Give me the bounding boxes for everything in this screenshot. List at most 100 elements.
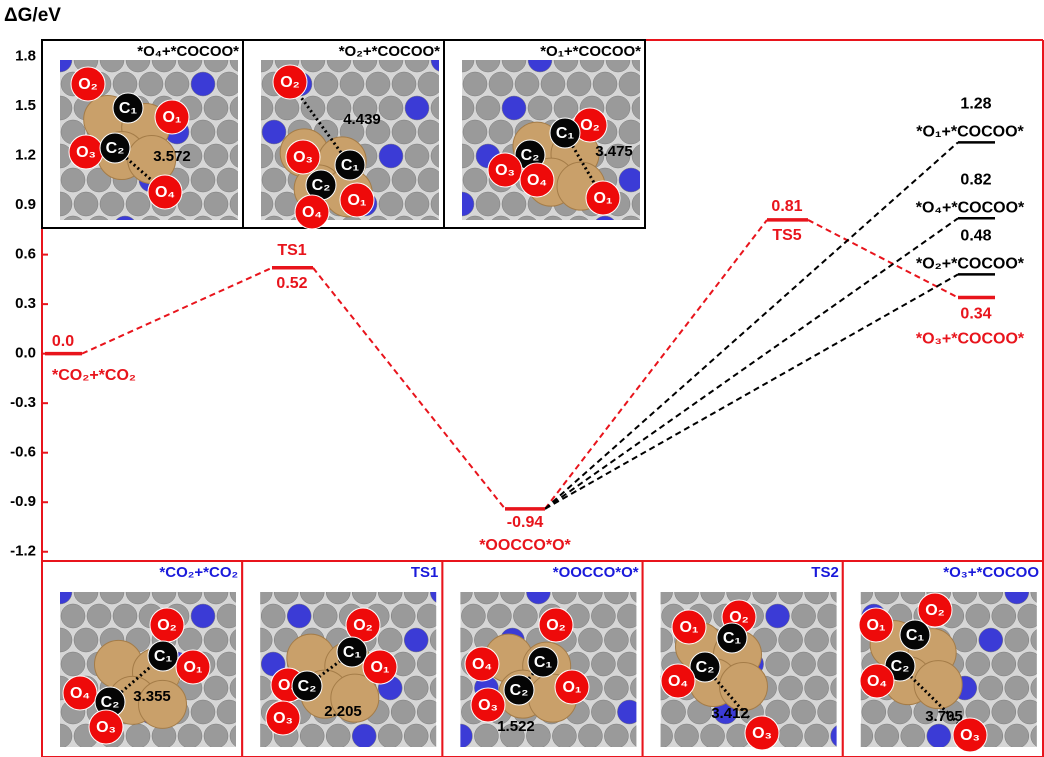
y-tick-label: -1.2 xyxy=(10,543,36,560)
surface-atom xyxy=(461,603,486,629)
atom-label: C₂ xyxy=(891,658,910,675)
surface-atom xyxy=(351,592,377,605)
atom-label: C₁ xyxy=(906,627,925,644)
surface-atom xyxy=(553,95,579,121)
atom-label: O₁ xyxy=(866,617,885,634)
surface-atom xyxy=(604,627,629,653)
surface-atom xyxy=(377,627,403,653)
atom-label: C₁ xyxy=(154,648,173,665)
y-tick-label: -0.9 xyxy=(10,493,36,510)
surface-atom xyxy=(617,699,637,725)
oxygen-atom xyxy=(660,663,696,699)
surface-atom xyxy=(462,191,475,217)
surface-atom xyxy=(460,592,473,605)
surface-atom xyxy=(605,95,631,121)
atom-label: O₁ xyxy=(183,659,202,676)
surface-atom xyxy=(125,723,151,747)
surface-atom xyxy=(260,592,273,605)
surface-atom xyxy=(260,603,286,629)
surface-atom xyxy=(617,651,637,677)
surface-atom xyxy=(274,95,300,121)
surface-atom xyxy=(325,592,351,605)
value-label: 0.82 xyxy=(960,172,991,189)
surface-atom xyxy=(89,215,109,220)
surface-atom xyxy=(631,96,640,120)
y-tick-label: 1.8 xyxy=(15,47,36,64)
y-tick-label: -0.3 xyxy=(10,394,36,411)
oxygen-atom xyxy=(339,182,375,218)
surface-atom xyxy=(112,603,138,629)
surface-atom xyxy=(765,699,790,725)
surface-atom xyxy=(216,119,238,145)
surface-atom xyxy=(500,592,525,605)
surface-atom xyxy=(501,95,527,121)
surface-atom xyxy=(630,592,637,603)
surface-atom xyxy=(1004,592,1030,605)
surface-atom xyxy=(526,723,551,747)
surface-atom xyxy=(378,60,404,73)
surface-atom xyxy=(618,119,640,145)
surface-atom xyxy=(1030,592,1037,603)
surface-atom xyxy=(229,144,238,168)
oxygen-atom xyxy=(519,162,555,198)
surface-atom xyxy=(874,592,900,605)
surface-atom xyxy=(352,95,378,121)
distance-label: 3.412 xyxy=(711,705,749,722)
surface-atom xyxy=(313,71,339,97)
surface-atom xyxy=(900,723,926,747)
surface-atom xyxy=(578,723,603,747)
surface-atom xyxy=(591,603,616,629)
surface-atom xyxy=(791,651,816,677)
surface-atom xyxy=(604,723,629,747)
surface-atom xyxy=(830,677,837,699)
oxygen-atom xyxy=(70,66,106,102)
metal-atom xyxy=(138,679,187,729)
surface-atom xyxy=(604,675,629,701)
surface-atom xyxy=(216,699,236,725)
surface-atom xyxy=(1004,627,1030,653)
surface-atom xyxy=(630,629,637,651)
surface-atom xyxy=(592,71,618,97)
atom-label: O₂ xyxy=(925,602,945,619)
surface-atom xyxy=(299,723,325,747)
state-label: *O₁+*COCOO* xyxy=(916,124,1024,141)
atom-label: O₃ xyxy=(96,719,116,736)
surface-atom xyxy=(1030,725,1037,747)
surface-atom xyxy=(216,603,236,629)
surface-atom xyxy=(462,71,488,97)
surface-atom xyxy=(778,592,803,605)
surface-atom xyxy=(700,723,725,747)
surface-atom xyxy=(403,675,429,701)
oxygen-atom xyxy=(671,609,707,645)
surface-atom xyxy=(365,119,391,145)
surface-atom xyxy=(578,627,603,653)
surface-atom xyxy=(474,592,499,605)
surface-atom xyxy=(804,627,829,653)
surface-atom xyxy=(203,95,229,121)
surface-atom xyxy=(778,675,803,701)
panel-title: TS2 xyxy=(811,564,839,581)
surface-atom xyxy=(190,167,216,193)
value-label: -0.94 xyxy=(507,514,544,531)
surface-atom xyxy=(261,143,274,169)
surface-atom xyxy=(1017,651,1037,677)
atom-label: O₁ xyxy=(370,659,389,676)
surface-atom xyxy=(618,71,640,97)
surface-atom xyxy=(630,677,637,699)
surface-atom xyxy=(378,143,404,169)
oxygen-atom xyxy=(147,174,183,210)
surface-atom xyxy=(261,119,287,145)
surface-atom xyxy=(326,95,352,121)
surface-atom xyxy=(417,71,439,97)
surface-atom xyxy=(177,191,203,217)
atom-label: O₁ xyxy=(162,109,181,126)
surface-atom xyxy=(300,60,326,73)
oxygen-atom xyxy=(554,669,590,705)
pathway-connector xyxy=(544,217,959,510)
surface-atom xyxy=(595,215,615,220)
surface-atom xyxy=(460,723,473,747)
surface-atom xyxy=(261,60,274,73)
surface-atom xyxy=(791,603,816,629)
surface-atom xyxy=(352,60,378,73)
